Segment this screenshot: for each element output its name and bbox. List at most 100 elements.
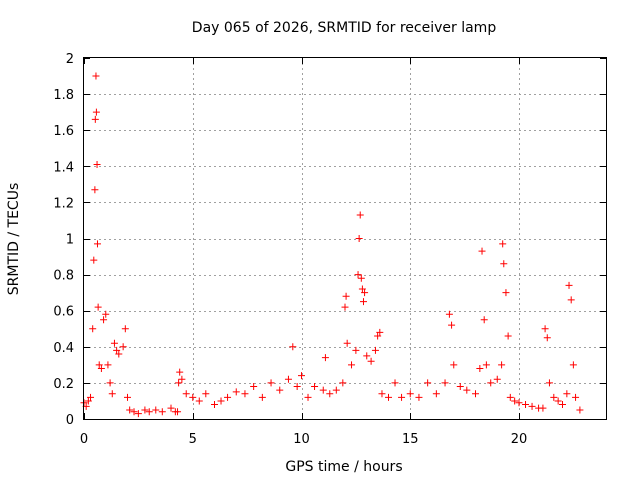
data-point bbox=[487, 379, 495, 387]
data-point bbox=[499, 240, 507, 248]
data-point bbox=[472, 390, 479, 398]
data-point bbox=[95, 361, 103, 369]
x-tick-labels: 0 5 10 15 20 bbox=[80, 432, 527, 447]
data-point bbox=[569, 361, 577, 369]
data-point bbox=[92, 108, 100, 116]
data-point bbox=[195, 397, 203, 405]
data-point bbox=[115, 350, 123, 358]
data-point bbox=[110, 339, 118, 347]
data-point bbox=[463, 386, 471, 394]
y-tick-label: 2 bbox=[66, 52, 74, 67]
data-point bbox=[357, 274, 365, 282]
data-point bbox=[100, 316, 108, 324]
data-point bbox=[332, 386, 340, 394]
data-point bbox=[182, 390, 190, 398]
data-point bbox=[478, 247, 486, 255]
y-tick-label: 1.2 bbox=[53, 196, 74, 211]
data-points bbox=[80, 72, 584, 418]
data-point bbox=[289, 343, 297, 351]
data-point bbox=[241, 390, 249, 398]
x-tick-label: 5 bbox=[189, 432, 197, 447]
x-tick-label: 15 bbox=[402, 432, 419, 447]
data-point bbox=[304, 393, 312, 401]
data-point bbox=[565, 281, 573, 289]
data-point bbox=[441, 379, 449, 387]
data-point bbox=[342, 292, 350, 300]
data-point bbox=[511, 397, 519, 405]
data-point bbox=[559, 401, 566, 409]
data-point bbox=[89, 325, 97, 333]
data-point bbox=[124, 393, 131, 401]
data-point bbox=[102, 310, 110, 318]
data-point bbox=[545, 379, 553, 387]
data-point bbox=[141, 406, 149, 414]
data-point bbox=[354, 271, 362, 279]
data-point bbox=[343, 339, 351, 347]
data-point bbox=[450, 361, 458, 369]
data-point bbox=[211, 401, 218, 409]
x-tick-label: 20 bbox=[511, 432, 528, 447]
data-point bbox=[113, 346, 121, 354]
data-point bbox=[502, 289, 510, 297]
y-tick-label: 0 bbox=[66, 413, 74, 428]
data-point bbox=[424, 379, 432, 387]
data-point bbox=[554, 397, 562, 405]
data-point bbox=[563, 390, 571, 398]
data-point bbox=[522, 401, 530, 409]
data-point bbox=[572, 393, 580, 401]
data-point bbox=[119, 343, 127, 351]
data-point bbox=[284, 375, 292, 383]
data-point bbox=[232, 388, 240, 396]
data-point bbox=[217, 397, 225, 405]
data-point bbox=[121, 325, 129, 333]
data-point bbox=[106, 379, 114, 387]
data-point bbox=[541, 325, 549, 333]
data-point bbox=[311, 383, 319, 391]
data-point bbox=[358, 285, 366, 293]
y-tick-label: 0.6 bbox=[53, 305, 74, 320]
data-point bbox=[326, 390, 334, 398]
data-point bbox=[576, 406, 584, 414]
y-tick-label: 0.2 bbox=[53, 377, 74, 392]
data-point bbox=[356, 211, 364, 219]
data-point bbox=[528, 402, 536, 410]
data-point bbox=[126, 406, 134, 414]
x-axis-title: GPS time / hours bbox=[285, 459, 402, 475]
data-point bbox=[84, 397, 92, 405]
y-axis-title: SRMTID / TECUs bbox=[6, 183, 22, 296]
data-point bbox=[448, 321, 456, 329]
data-point bbox=[224, 393, 232, 401]
data-point bbox=[176, 368, 184, 376]
data-point bbox=[145, 408, 153, 416]
data-point bbox=[480, 316, 488, 324]
y-tick-labels: 0 0.2 0.4 0.6 0.8 1 1.2 1.4 1.6 1.8 2 bbox=[53, 52, 74, 428]
data-point bbox=[92, 72, 100, 80]
data-point bbox=[276, 386, 284, 394]
data-point bbox=[293, 383, 301, 391]
data-point bbox=[493, 375, 501, 383]
data-point bbox=[91, 186, 99, 194]
data-point bbox=[359, 298, 367, 306]
data-point bbox=[398, 393, 406, 401]
data-point bbox=[498, 361, 506, 369]
x-tick-label: 10 bbox=[293, 432, 310, 447]
data-point bbox=[94, 303, 102, 311]
data-point bbox=[104, 361, 112, 369]
data-point bbox=[367, 357, 375, 365]
data-point bbox=[90, 256, 98, 264]
data-point bbox=[504, 332, 512, 340]
data-point bbox=[543, 334, 551, 342]
x-tick-label: 0 bbox=[80, 432, 88, 447]
data-point bbox=[298, 372, 305, 380]
y-tick-label: 1.6 bbox=[53, 124, 74, 139]
data-point bbox=[374, 332, 382, 340]
data-point bbox=[91, 115, 99, 123]
data-point bbox=[267, 379, 275, 387]
data-point bbox=[174, 408, 182, 416]
data-point bbox=[500, 260, 508, 268]
data-point bbox=[158, 408, 166, 416]
grid-layer bbox=[84, 58, 606, 419]
data-point bbox=[178, 375, 186, 383]
data-point bbox=[391, 379, 399, 387]
